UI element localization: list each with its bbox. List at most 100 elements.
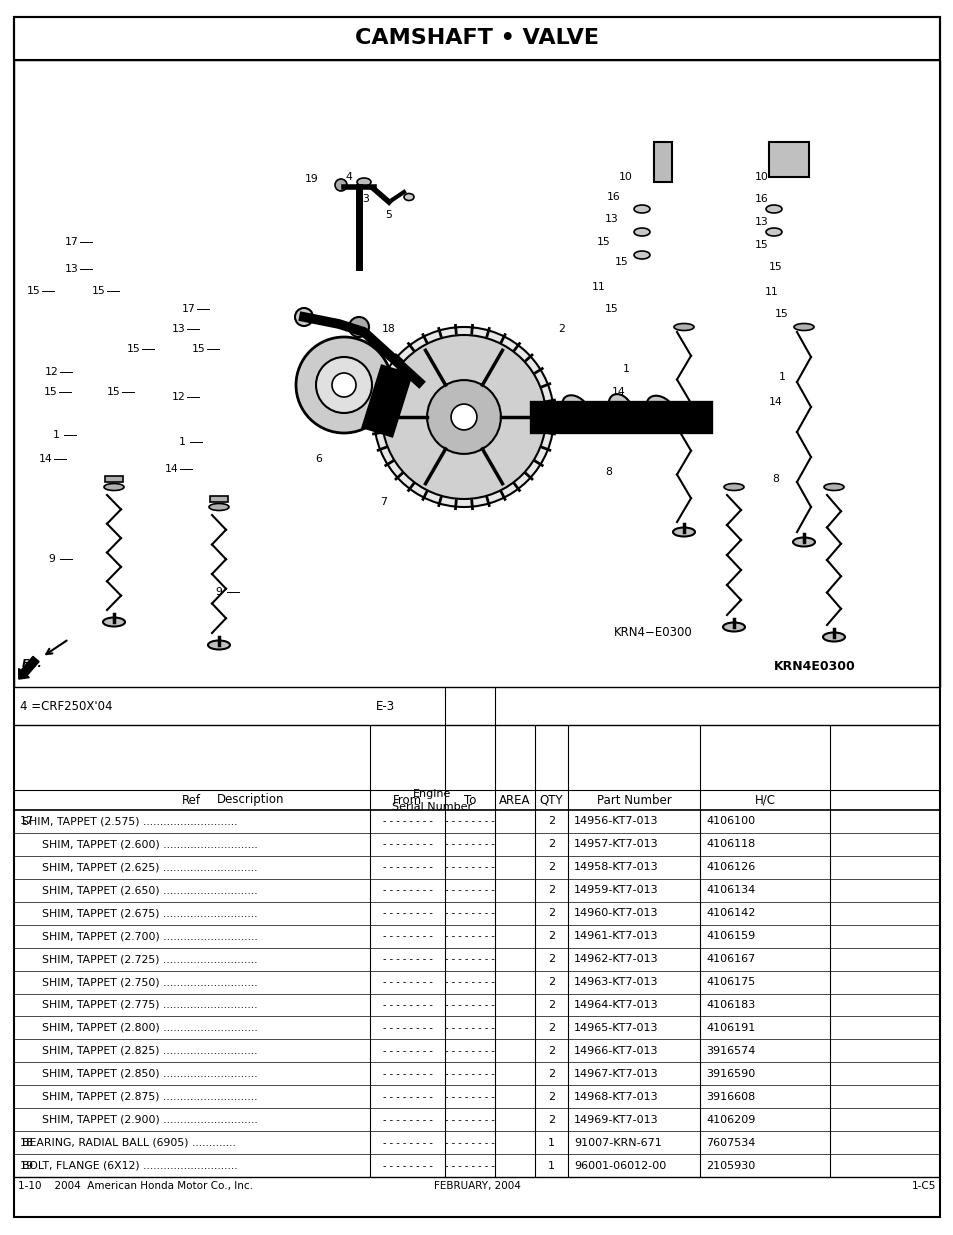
Text: - - - - - - - -: - - - - - - - -: [382, 977, 432, 987]
Circle shape: [294, 308, 313, 326]
Ellipse shape: [634, 251, 649, 259]
Text: 17: 17: [65, 237, 79, 247]
Text: 14: 14: [165, 464, 178, 474]
Text: - - - - - - - -: - - - - - - - -: [445, 885, 495, 895]
Ellipse shape: [634, 228, 649, 236]
Text: 8: 8: [772, 474, 779, 484]
Text: 13: 13: [65, 264, 79, 274]
Text: 11: 11: [592, 282, 605, 291]
Text: 15: 15: [92, 287, 106, 296]
Text: SHIM, TAPPET (2.900) ............................: SHIM, TAPPET (2.900) ...................…: [42, 1115, 257, 1125]
Text: 4106159: 4106159: [705, 931, 755, 941]
Text: 14: 14: [768, 396, 782, 408]
Text: SHIM, TAPPET (2.800) ............................: SHIM, TAPPET (2.800) ...................…: [42, 1023, 257, 1032]
Text: SHIM, TAPPET (2.675) ............................: SHIM, TAPPET (2.675) ...................…: [42, 908, 257, 918]
Text: - - - - - - - -: - - - - - - - -: [382, 1046, 432, 1056]
Text: 2: 2: [547, 862, 555, 872]
Text: BOLT, FLANGE (6X12) ............................: BOLT, FLANGE (6X12) ....................…: [22, 1161, 237, 1171]
Text: Serial Number: Serial Number: [392, 802, 472, 811]
Text: 15: 15: [615, 257, 628, 267]
Ellipse shape: [793, 324, 813, 331]
Text: 4106134: 4106134: [705, 885, 755, 895]
Circle shape: [295, 337, 392, 433]
Text: 17: 17: [20, 816, 34, 826]
Text: 9: 9: [215, 587, 222, 597]
Text: 19: 19: [20, 1161, 34, 1171]
Text: 91007-KRN-671: 91007-KRN-671: [574, 1137, 661, 1147]
Text: 1: 1: [622, 364, 629, 374]
Text: - - - - - - - -: - - - - - - - -: [382, 1092, 432, 1102]
Text: 14958-KT7-013: 14958-KT7-013: [574, 862, 658, 872]
Text: - - - - - - - -: - - - - - - - -: [445, 1000, 495, 1010]
Text: 96001-06012-00: 96001-06012-00: [574, 1161, 665, 1171]
Text: - - - - - - - -: - - - - - - - -: [445, 1046, 495, 1056]
Text: 15: 15: [44, 387, 58, 396]
Text: H/C: H/C: [754, 794, 775, 806]
Ellipse shape: [208, 641, 230, 650]
Text: 18: 18: [382, 324, 395, 333]
Text: From: From: [393, 794, 421, 806]
Text: 14: 14: [612, 387, 625, 396]
Text: SHIM, TAPPET (2.825) ............................: SHIM, TAPPET (2.825) ...................…: [42, 1046, 257, 1056]
Text: 2: 2: [547, 1115, 555, 1125]
Text: - - - - - - - -: - - - - - - - -: [445, 1092, 495, 1102]
Text: 16: 16: [606, 191, 620, 203]
Text: CAMSHAFT • VALVE: CAMSHAFT • VALVE: [355, 28, 598, 48]
Text: 1-10    2004  American Honda Motor Co., Inc.: 1-10 2004 American Honda Motor Co., Inc.: [18, 1181, 253, 1191]
Text: - - - - - - - -: - - - - - - - -: [445, 908, 495, 918]
Ellipse shape: [723, 483, 743, 490]
Ellipse shape: [646, 395, 675, 422]
Text: - - - - - - - -: - - - - - - - -: [382, 840, 432, 850]
Ellipse shape: [792, 537, 814, 547]
Text: - - - - - - - -: - - - - - - - -: [382, 1137, 432, 1147]
Text: - - - - - - - -: - - - - - - - -: [382, 908, 432, 918]
Text: 15: 15: [597, 237, 610, 247]
Text: SHIM, TAPPET (2.775) ............................: SHIM, TAPPET (2.775) ...................…: [42, 1000, 257, 1010]
Text: 2: 2: [547, 1046, 555, 1056]
Text: 4106126: 4106126: [705, 862, 755, 872]
Ellipse shape: [403, 194, 414, 200]
FancyArrow shape: [19, 656, 39, 679]
Circle shape: [381, 335, 545, 499]
Bar: [105, 475, 123, 482]
Text: 14965-KT7-013: 14965-KT7-013: [574, 1023, 658, 1032]
Text: 17: 17: [182, 304, 195, 314]
Text: 14956-KT7-013: 14956-KT7-013: [574, 816, 658, 826]
Text: 1: 1: [778, 372, 784, 382]
Text: 5: 5: [385, 210, 392, 220]
Ellipse shape: [672, 527, 695, 536]
Ellipse shape: [608, 394, 633, 424]
Circle shape: [332, 373, 355, 396]
Text: SHIM, TAPPET (2.850) ............................: SHIM, TAPPET (2.850) ...................…: [42, 1068, 257, 1079]
Text: 15: 15: [604, 304, 618, 314]
Ellipse shape: [765, 228, 781, 236]
Text: - - - - - - - -: - - - - - - - -: [445, 862, 495, 872]
Text: 15: 15: [774, 309, 788, 319]
Text: 11: 11: [764, 287, 778, 296]
Text: 12: 12: [45, 367, 59, 377]
Text: Ref: Ref: [182, 794, 201, 806]
Text: 4106100: 4106100: [705, 816, 755, 826]
Text: 2: 2: [558, 324, 565, 333]
Text: - - - - - - - -: - - - - - - - -: [445, 816, 495, 826]
Text: 2: 2: [547, 908, 555, 918]
Text: Description: Description: [216, 794, 284, 806]
Text: - - - - - - - -: - - - - - - - -: [382, 816, 432, 826]
Ellipse shape: [103, 618, 125, 626]
Text: - - - - - - - -: - - - - - - - -: [382, 955, 432, 965]
Text: 14957-KT7-013: 14957-KT7-013: [574, 840, 658, 850]
Text: 18: 18: [20, 1137, 34, 1147]
Text: 8: 8: [605, 467, 612, 477]
Text: 14967-KT7-013: 14967-KT7-013: [574, 1068, 658, 1079]
Text: 10: 10: [618, 172, 632, 182]
Text: 3: 3: [362, 194, 369, 204]
Ellipse shape: [673, 324, 693, 331]
Text: 14962-KT7-013: 14962-KT7-013: [574, 955, 658, 965]
Text: SHIM, TAPPET (2.650) ............................: SHIM, TAPPET (2.650) ...................…: [42, 885, 257, 895]
Text: 2: 2: [547, 931, 555, 941]
Text: SHIM, TAPPET (2.750) ............................: SHIM, TAPPET (2.750) ...................…: [42, 977, 257, 987]
Text: 3916574: 3916574: [705, 1046, 755, 1056]
Text: SHIM, TAPPET (2.600) ............................: SHIM, TAPPET (2.600) ...................…: [42, 840, 257, 850]
Ellipse shape: [104, 483, 124, 490]
Text: 4106142: 4106142: [705, 908, 755, 918]
